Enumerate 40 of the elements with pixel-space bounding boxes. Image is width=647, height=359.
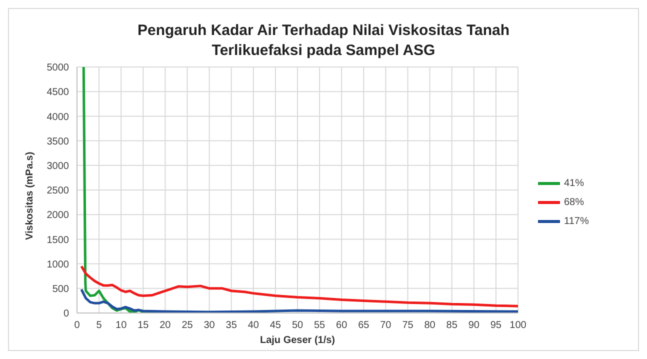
- y-tick-label: 1500: [46, 234, 70, 246]
- x-tick-label: 65: [358, 320, 370, 332]
- x-tick-label: 75: [402, 320, 414, 332]
- x-tick-label: 90: [468, 320, 480, 332]
- line-series: [80, 265, 518, 308]
- x-tick-label: 85: [446, 320, 458, 332]
- y-tick-label: 0: [63, 308, 70, 320]
- y-tick-label: 4000: [46, 112, 70, 123]
- x-tick-label: 30: [204, 320, 216, 332]
- y-tick-label: 1000: [46, 259, 70, 270]
- legend-label: 117%: [564, 216, 589, 226]
- y-axis-title: Viskositas (mPa.s): [24, 152, 36, 240]
- x-tick-label: 60: [336, 320, 348, 332]
- x-tick-label: 40: [248, 320, 260, 332]
- chart-title: Pengaruh Kadar Air Terhadap Nilai Viskositas Tanah Terlikuefaksi pada Sampel ASG: [136, 21, 511, 61]
- x-tick-label: 25: [182, 320, 194, 332]
- y-tick-label: 3500: [46, 136, 70, 148]
- x-tick-label: 20: [160, 320, 172, 332]
- x-tick-label: 0: [74, 320, 80, 332]
- y-tick-label: 5000: [46, 62, 70, 74]
- x-tick-label: 100: [510, 320, 527, 332]
- x-tick-label: 70: [380, 320, 392, 332]
- x-tick-label: 35: [226, 320, 238, 332]
- x-tick-label: 95: [490, 320, 502, 332]
- y-tick-label: 3000: [46, 160, 70, 172]
- x-tick-label: 10: [116, 320, 128, 332]
- x-tick-label: 45: [270, 320, 282, 332]
- y-tick-label: 500: [52, 284, 70, 295]
- x-tick-label: 50: [292, 320, 304, 332]
- x-tick-label: 5: [96, 320, 102, 332]
- x-tick-label: 55: [314, 320, 326, 332]
- x-tick-label: 15: [138, 320, 150, 332]
- y-tick-label: 2500: [46, 186, 70, 197]
- line-series: [80, 288, 518, 313]
- x-axis-title: Laju Geser (1/s): [260, 335, 336, 346]
- y-tick-label: 2000: [46, 210, 70, 222]
- x-tick-label: 80: [424, 320, 436, 332]
- y-tick-label: 4500: [46, 87, 70, 98]
- legend-label: 68%: [564, 196, 584, 208]
- legend-label: 41%: [564, 178, 584, 188]
